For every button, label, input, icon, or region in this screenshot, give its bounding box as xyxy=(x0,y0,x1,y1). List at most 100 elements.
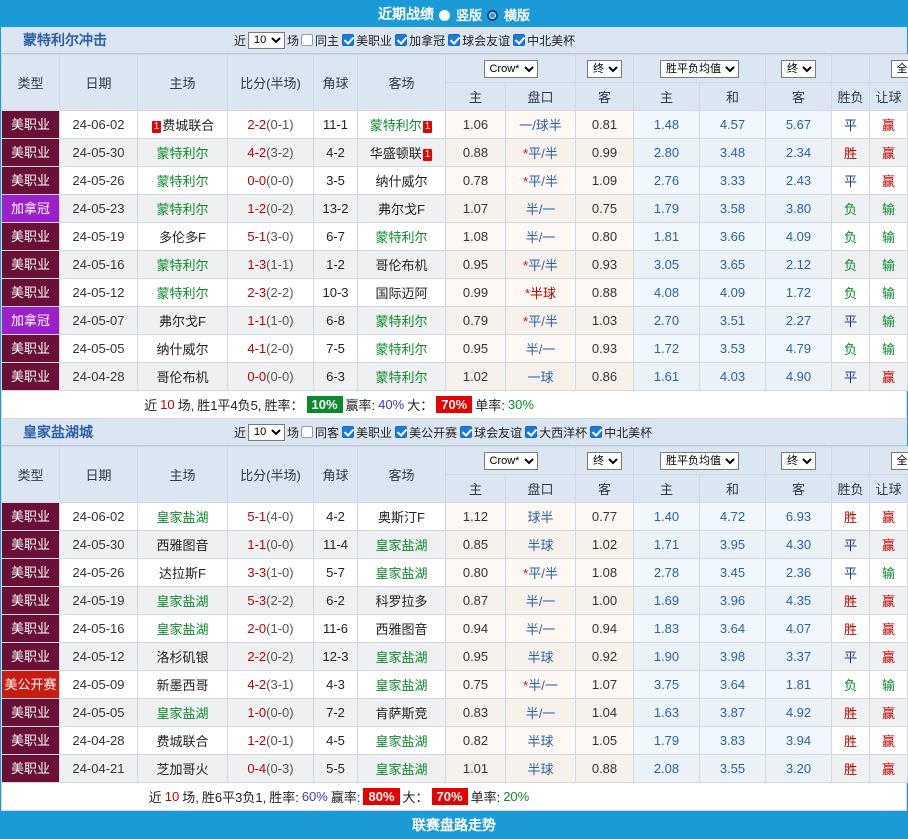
score-cell[interactable]: 4-2(3-1) xyxy=(228,671,314,699)
away-team-name[interactable]: 蒙特利尔 xyxy=(375,370,427,385)
radio-horizontal-icon[interactable] xyxy=(487,10,498,21)
league-checkbox-1[interactable] xyxy=(395,426,407,438)
table-row[interactable]: 美公开赛 24-05-09 新墨西哥 4-2(3-1) 4-3 皇家盐湖 0.7… xyxy=(2,671,908,699)
league-checkbox-2[interactable] xyxy=(448,34,460,46)
home-team-cell[interactable]: 皇家盐湖 xyxy=(138,699,228,727)
home-team-cell[interactable]: 费城联合 xyxy=(138,727,228,755)
table-row[interactable]: 美职业 24-05-30 西雅图音 1-1(0-0) 11-4 皇家盐湖 0.8… xyxy=(2,531,908,559)
away-team-cell[interactable]: 国际迈阿 xyxy=(358,279,446,307)
home-team-name[interactable]: 弗尔戈F xyxy=(159,314,206,329)
league-label-1[interactable]: 加拿冠 xyxy=(409,32,445,49)
home-team-cell[interactable]: 蒙特利尔 xyxy=(138,195,228,223)
away-team-name[interactable]: 蒙特利尔 xyxy=(370,118,422,133)
away-team-name[interactable]: 蒙特利尔 xyxy=(375,230,427,245)
table-row[interactable]: 美职业 24-05-05 纳什威尔 4-1(2-0) 7-5 蒙特利尔 0.95… xyxy=(2,335,908,363)
table-row[interactable]: 美职业 24-05-26 蒙特利尔 0-0(0-0) 3-5 纳什威尔 0.78… xyxy=(2,167,908,195)
table-row[interactable]: 美职业 24-05-16 蒙特利尔 1-3(1-1) 1-2 哥伦布机 0.95… xyxy=(2,251,908,279)
away-team-cell[interactable]: 肯萨斯竞 xyxy=(358,699,446,727)
score-cell[interactable]: 2-2(0-2) xyxy=(228,643,314,671)
table-row[interactable]: 加拿冠 24-05-23 蒙特利尔 1-2(0-2) 13-2 弗尔戈F 1.0… xyxy=(2,195,908,223)
score-cell[interactable]: 5-3(2-2) xyxy=(228,587,314,615)
radio-vertical-label[interactable]: 竖版 xyxy=(456,5,482,24)
match-count-select[interactable]: 10 xyxy=(248,32,285,49)
home-team-name[interactable]: 费城联合 xyxy=(156,734,208,749)
home-team-cell[interactable]: 哥伦布机 xyxy=(138,363,228,391)
home-team-name[interactable]: 蒙特利尔 xyxy=(156,258,208,273)
away-team-name[interactable]: 科罗拉多 xyxy=(375,594,427,609)
league-checkbox-2[interactable] xyxy=(460,426,472,438)
home-team-name[interactable]: 蒙特利尔 xyxy=(156,202,208,217)
odds-period-select-2[interactable]: 终 xyxy=(781,60,816,78)
home-team-cell[interactable]: 洛杉矶银 xyxy=(138,643,228,671)
score-cell[interactable]: 1-2(0-2) xyxy=(228,195,314,223)
away-team-cell[interactable]: 皇家盐湖 xyxy=(358,671,446,699)
table-row[interactable]: 美职业 24-04-28 费城联合 1-2(0-1) 4-5 皇家盐湖 0.82… xyxy=(2,727,908,755)
home-team-name[interactable]: 芝加哥火 xyxy=(156,762,208,777)
home-team-name[interactable]: 费城联合 xyxy=(162,118,214,133)
home-team-cell[interactable]: 蒙特利尔 xyxy=(138,279,228,307)
home-team-name[interactable]: 新墨西哥 xyxy=(156,678,208,693)
odds-company-select[interactable]: Crow* xyxy=(484,452,538,470)
league-label-3[interactable]: 大西洋杯 xyxy=(539,424,587,441)
table-row[interactable]: 美职业 24-05-26 达拉斯F 3-3(1-0) 5-7 皇家盐湖 0.80… xyxy=(2,559,908,587)
away-team-cell[interactable]: 蒙特利尔 xyxy=(358,335,446,363)
home-team-name[interactable]: 多伦多F xyxy=(159,230,206,245)
away-team-cell[interactable]: 纳什威尔 xyxy=(358,167,446,195)
home-team-cell[interactable]: 皇家盐湖 xyxy=(138,615,228,643)
home-team-name[interactable]: 皇家盐湖 xyxy=(156,510,208,525)
away-team-name[interactable]: 纳什威尔 xyxy=(375,174,427,189)
home-team-cell[interactable]: 蒙特利尔 xyxy=(138,139,228,167)
home-team-name[interactable]: 哥伦布机 xyxy=(156,370,208,385)
table-row[interactable]: 美职业 24-05-12 洛杉矶银 2-2(0-2) 12-3 皇家盐湖 0.9… xyxy=(2,643,908,671)
away-team-cell[interactable]: 皇家盐湖 xyxy=(358,559,446,587)
away-team-name[interactable]: 肯萨斯竞 xyxy=(375,706,427,721)
score-cell[interactable]: 3-3(1-0) xyxy=(228,559,314,587)
radio-horizontal-label[interactable]: 横版 xyxy=(504,5,530,24)
home-team-cell[interactable]: 多伦多F xyxy=(138,223,228,251)
odds-period-select-1[interactable]: 终 xyxy=(587,60,622,78)
table-row[interactable]: 美职业 24-04-21 芝加哥火 0-4(0-3) 5-5 皇家盐湖 1.01… xyxy=(2,755,908,783)
odds-company-select[interactable]: Crow* xyxy=(484,60,538,78)
score-cell[interactable]: 2-0(1-0) xyxy=(228,615,314,643)
away-team-name[interactable]: 皇家盐湖 xyxy=(375,650,427,665)
score-cell[interactable]: 1-1(0-0) xyxy=(228,531,314,559)
home-team-cell[interactable]: 西雅图音 xyxy=(138,531,228,559)
score-cell[interactable]: 2-3(2-2) xyxy=(228,279,314,307)
league-label-1[interactable]: 美公开赛 xyxy=(409,424,457,441)
score-cell[interactable]: 1-1(1-0) xyxy=(228,307,314,335)
away-team-cell[interactable]: 蒙特利尔 xyxy=(358,363,446,391)
home-team-name[interactable]: 洛杉矶银 xyxy=(156,650,208,665)
league-checkbox-0[interactable] xyxy=(342,34,354,46)
score-cell[interactable]: 1-2(0-1) xyxy=(228,727,314,755)
score-cell[interactable]: 5-1(3-0) xyxy=(228,223,314,251)
league-checkbox-0[interactable] xyxy=(342,426,354,438)
league-checkbox-3[interactable] xyxy=(513,34,525,46)
score-cell[interactable]: 4-1(2-0) xyxy=(228,335,314,363)
home-team-name[interactable]: 蒙特利尔 xyxy=(156,286,208,301)
table-row[interactable]: 美职业 24-05-16 皇家盐湖 2-0(1-0) 11-6 西雅图音 0.9… xyxy=(2,615,908,643)
league-label-2[interactable]: 球会友谊 xyxy=(474,424,522,441)
table-row[interactable]: 美职业 24-05-19 多伦多F 5-1(3-0) 6-7 蒙特利尔 1.08… xyxy=(2,223,908,251)
away-team-cell[interactable]: 奥斯汀F xyxy=(358,503,446,531)
score-cell[interactable]: 1-0(0-0) xyxy=(228,699,314,727)
away-team-name[interactable]: 蒙特利尔 xyxy=(375,342,427,357)
home-team-name[interactable]: 皇家盐湖 xyxy=(156,706,208,721)
away-team-name[interactable]: 皇家盐湖 xyxy=(375,762,427,777)
table-row[interactable]: 美职业 24-05-19 皇家盐湖 5-3(2-2) 6-2 科罗拉多 0.87… xyxy=(2,587,908,615)
odds-mode-select[interactable]: 胜平负均值 xyxy=(660,60,739,78)
score-cell[interactable]: 2-2(0-1) xyxy=(228,111,314,139)
league-label-3[interactable]: 中北美杯 xyxy=(527,32,575,49)
away-team-name[interactable]: 皇家盐湖 xyxy=(375,538,427,553)
home-team-cell[interactable]: 芝加哥火 xyxy=(138,755,228,783)
match-count-select[interactable]: 10 xyxy=(248,424,285,441)
home-team-cell[interactable]: 蒙特利尔 xyxy=(138,251,228,279)
away-team-cell[interactable]: 蒙特利尔 xyxy=(358,307,446,335)
home-team-cell[interactable]: 新墨西哥 xyxy=(138,671,228,699)
odds-period-select-2[interactable]: 终 xyxy=(781,452,816,470)
away-team-cell[interactable]: 皇家盐湖 xyxy=(358,643,446,671)
away-team-name[interactable]: 奥斯汀F xyxy=(378,510,425,525)
